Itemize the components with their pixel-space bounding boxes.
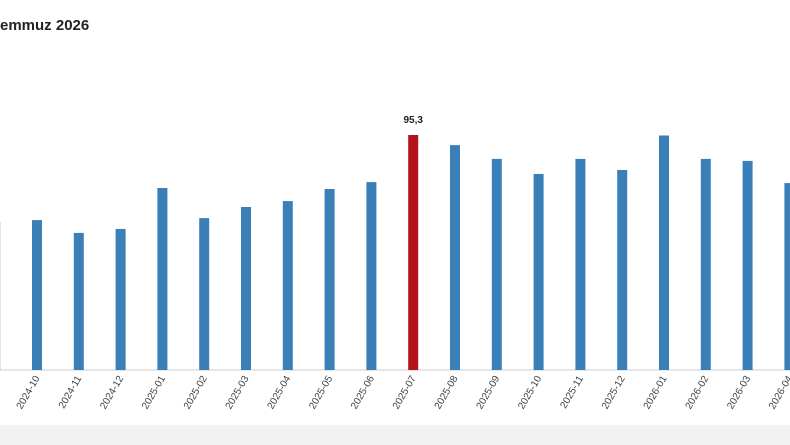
bar (742, 160, 753, 370)
x-tick-label: 2026-01 (642, 374, 670, 412)
x-tick-label: 2024-10 (15, 374, 43, 412)
x-tick-label: 2025-06 (349, 374, 377, 412)
bar (157, 188, 168, 370)
value-label: 95,3 (403, 115, 423, 126)
x-tick-label: 2025-04 (266, 374, 294, 412)
bar (659, 135, 669, 370)
bar (408, 135, 419, 370)
x-tick-label: 2026-04 (767, 374, 790, 412)
bar (282, 201, 293, 370)
x-tick-label: 2025-09 (475, 374, 503, 412)
bar (617, 170, 628, 370)
bar (700, 158, 711, 370)
bar (784, 183, 790, 370)
x-tick-label: 2025-08 (433, 374, 461, 412)
x-tick-label: 2025-10 (516, 374, 544, 412)
bar (533, 173, 544, 370)
bar (241, 207, 251, 370)
bar (115, 228, 126, 370)
bar (73, 232, 84, 370)
x-tick-label: 2025-07 (391, 374, 419, 412)
footer-band (0, 425, 790, 445)
x-tick-label: 2025-01 (140, 374, 168, 412)
x-tick-label: 2024-12 (98, 374, 126, 412)
x-tick-label: 2025-03 (224, 374, 252, 412)
chart-title: emmuz 2026 (0, 17, 89, 34)
bar (491, 158, 502, 370)
x-tick-label: 2025-02 (182, 374, 210, 412)
bar (366, 182, 377, 370)
bar (324, 189, 335, 370)
x-tick-label: 2025-11 (558, 374, 586, 411)
x-tick-label: 2025-05 (307, 374, 335, 412)
x-tick-label: 2026-02 (684, 374, 712, 412)
x-tick-label: 2024-11 (57, 374, 85, 411)
bar (450, 145, 460, 370)
bar (32, 220, 42, 370)
bar (199, 218, 210, 370)
bar (575, 158, 586, 370)
x-tick-label: 2026-03 (725, 374, 753, 412)
x-tick-label: 2025-12 (600, 374, 628, 412)
